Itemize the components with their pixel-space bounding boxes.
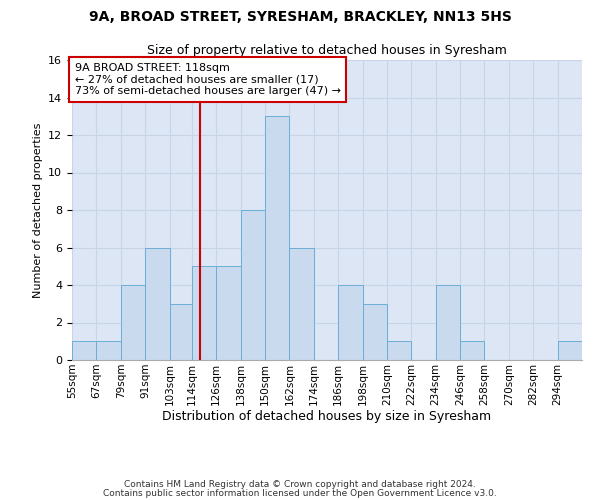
Bar <box>145 248 170 360</box>
Text: Contains HM Land Registry data © Crown copyright and database right 2024.: Contains HM Land Registry data © Crown c… <box>124 480 476 489</box>
Bar <box>170 304 192 360</box>
Title: Size of property relative to detached houses in Syresham: Size of property relative to detached ho… <box>147 44 507 58</box>
Bar <box>121 285 145 360</box>
Bar <box>289 248 314 360</box>
Bar <box>241 210 265 360</box>
Bar <box>216 266 241 360</box>
Bar <box>436 285 460 360</box>
Bar <box>338 285 362 360</box>
Bar <box>97 341 121 360</box>
Bar <box>192 266 216 360</box>
Y-axis label: Number of detached properties: Number of detached properties <box>32 122 43 298</box>
Bar <box>387 341 412 360</box>
Bar <box>362 304 387 360</box>
Bar <box>265 116 289 360</box>
Text: 9A, BROAD STREET, SYRESHAM, BRACKLEY, NN13 5HS: 9A, BROAD STREET, SYRESHAM, BRACKLEY, NN… <box>89 10 511 24</box>
Bar <box>460 341 484 360</box>
X-axis label: Distribution of detached houses by size in Syresham: Distribution of detached houses by size … <box>163 410 491 424</box>
Bar <box>72 341 97 360</box>
Text: 9A BROAD STREET: 118sqm
← 27% of detached houses are smaller (17)
73% of semi-de: 9A BROAD STREET: 118sqm ← 27% of detache… <box>74 63 341 96</box>
Text: Contains public sector information licensed under the Open Government Licence v3: Contains public sector information licen… <box>103 489 497 498</box>
Bar <box>557 341 582 360</box>
